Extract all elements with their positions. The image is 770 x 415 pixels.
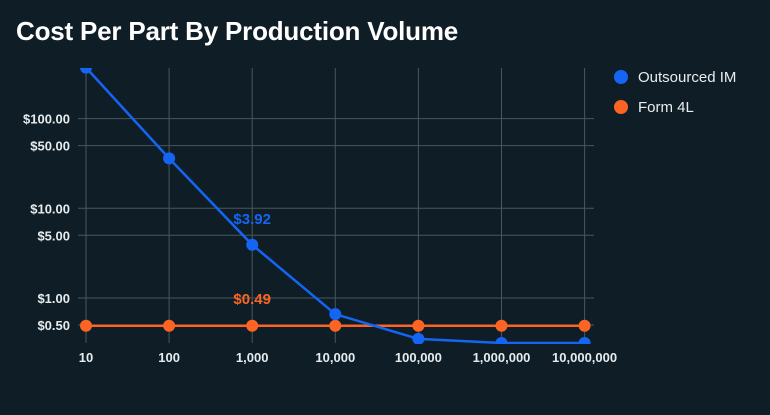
y-tick-label: $50.00 — [30, 139, 70, 154]
data-point[interactable] — [412, 319, 425, 332]
data-point[interactable] — [495, 319, 508, 332]
data-point[interactable] — [412, 332, 425, 345]
data-labels: $3.92 $0.49 — [233, 211, 271, 308]
x-tick-label: 1,000,000 — [473, 350, 531, 365]
data-point[interactable] — [246, 319, 259, 332]
data-label: $3.92 — [233, 211, 271, 228]
data-point[interactable] — [578, 319, 591, 332]
legend-item-outsourced-im[interactable]: Outsourced IM — [614, 62, 736, 92]
chart-title: Cost Per Part By Production Volume — [16, 16, 459, 46]
y-tick-label: $1.00 — [37, 291, 70, 306]
data-point[interactable] — [163, 319, 176, 332]
legend-label: Form 4L — [638, 98, 694, 116]
series — [80, 62, 591, 349]
x-tick-label: 100 — [158, 350, 180, 365]
data-point[interactable] — [80, 319, 92, 332]
y-tick-label: $10.00 — [30, 201, 70, 216]
y-axis-ticks: $0.50 $1.00 $5.00 $10.00 $50.00 $100.00 — [23, 112, 70, 333]
x-tick-label: 10 — [79, 350, 93, 365]
data-point[interactable] — [329, 319, 342, 332]
data-point[interactable] — [246, 238, 259, 251]
x-tick-label: 10,000 — [315, 350, 355, 365]
data-point[interactable] — [578, 337, 591, 349]
grid — [78, 68, 594, 343]
data-point[interactable] — [329, 308, 342, 321]
y-tick-label: $5.00 — [37, 228, 70, 243]
legend-dot-outsourced-im-icon — [614, 70, 628, 84]
data-label: $0.49 — [233, 291, 271, 308]
y-tick-label: $100.00 — [23, 112, 70, 127]
legend: Outsourced IM Form 4L — [614, 62, 736, 122]
data-point[interactable] — [80, 62, 92, 74]
x-axis-ticks: 10 100 1,000 10,000 100,000 1,000,000 10,000,0… — [79, 350, 617, 365]
data-point[interactable] — [163, 152, 176, 165]
x-tick-label: 100,000 — [395, 350, 442, 365]
x-tick-label: 10,000,000 — [552, 350, 617, 365]
legend-item-form-4l[interactable]: Form 4L — [614, 92, 736, 122]
x-tick-label: 1,000 — [236, 350, 269, 365]
y-tick-label: $0.50 — [37, 318, 70, 333]
legend-dot-form-4l-icon — [614, 100, 628, 114]
data-point[interactable] — [495, 337, 508, 349]
legend-label: Outsourced IM — [638, 68, 737, 86]
